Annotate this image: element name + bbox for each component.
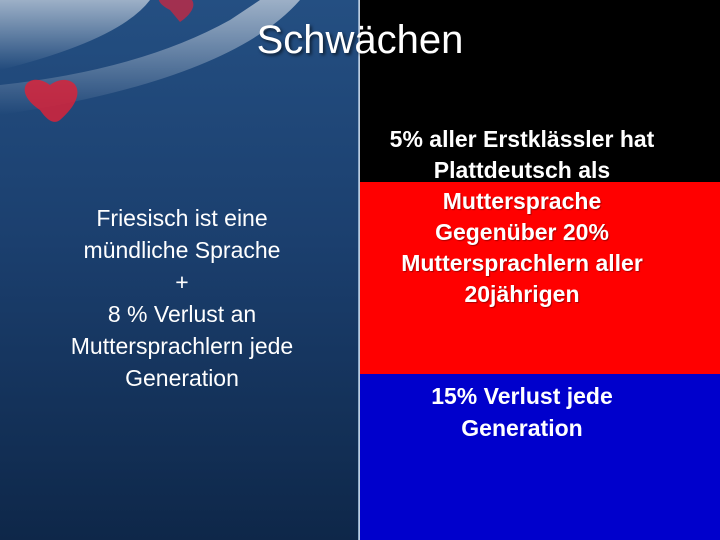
slide-title: Schwächen	[256, 18, 464, 62]
left-line: 8 % Verlust an	[107, 301, 257, 327]
panel-divider	[358, 0, 361, 540]
left-line: Muttersprachlern jede	[70, 333, 294, 359]
right-top-line: Gegenüber 20%	[435, 219, 609, 245]
right-top-line: Muttersprachlern aller	[401, 250, 643, 276]
right-bottom-line: Generation	[461, 415, 583, 441]
left-line: +	[175, 269, 189, 295]
left-line: Generation	[125, 365, 239, 391]
right-bottom-text-block: 15% Verlust jede Generation	[362, 380, 682, 444]
blue-band	[360, 374, 720, 540]
right-bottom-line: 15% Verlust jede	[431, 383, 613, 409]
left-text-block: Friesisch ist eine mündliche Sprache + 8…	[22, 202, 342, 394]
left-line: Friesisch ist eine	[96, 205, 268, 231]
right-top-line: Muttersprache	[442, 188, 602, 214]
right-top-line: 5% aller Erstklässler hat	[389, 126, 655, 152]
frisian-flag-icon	[0, 0, 300, 122]
german-flag-red-band	[360, 182, 720, 374]
left-panel	[0, 0, 360, 540]
right-top-line: 20jährigen	[464, 281, 580, 307]
left-line: mündliche Sprache	[83, 237, 281, 263]
german-flag-black-band	[360, 0, 720, 182]
right-top-line: Plattdeutsch als	[433, 157, 611, 183]
right-top-text-block: 5% aller Erstklässler hat Plattdeutsch a…	[362, 124, 682, 310]
